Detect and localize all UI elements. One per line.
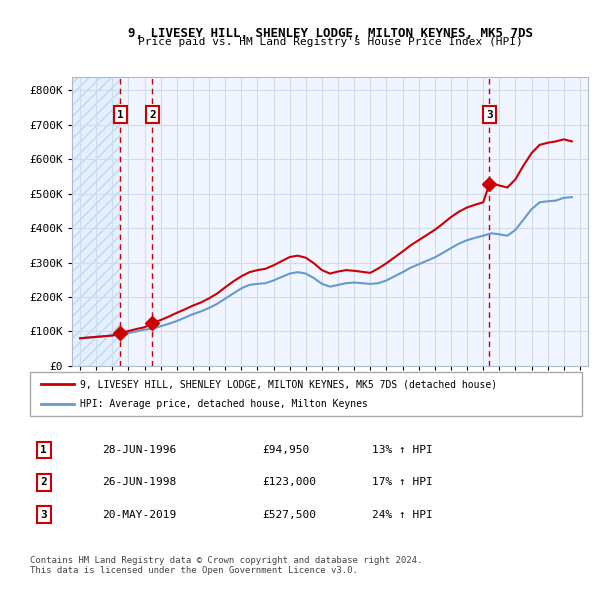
Text: HPI: Average price, detached house, Milton Keynes: HPI: Average price, detached house, Milt… bbox=[80, 399, 368, 408]
Text: 9, LIVESEY HILL, SHENLEY LODGE, MILTON KEYNES, MK5 7DS: 9, LIVESEY HILL, SHENLEY LODGE, MILTON K… bbox=[128, 27, 533, 40]
Text: £123,000: £123,000 bbox=[262, 477, 316, 487]
Text: £527,500: £527,500 bbox=[262, 510, 316, 520]
FancyBboxPatch shape bbox=[30, 372, 582, 416]
Text: £94,950: £94,950 bbox=[262, 445, 309, 455]
Text: 26-JUN-1998: 26-JUN-1998 bbox=[102, 477, 176, 487]
Text: 2: 2 bbox=[40, 477, 47, 487]
Text: 3: 3 bbox=[40, 510, 47, 520]
Text: 2: 2 bbox=[149, 110, 156, 120]
Text: 28-JUN-1996: 28-JUN-1996 bbox=[102, 445, 176, 455]
Text: 13% ↑ HPI: 13% ↑ HPI bbox=[372, 445, 433, 455]
Text: 9, LIVESEY HILL, SHENLEY LODGE, MILTON KEYNES, MK5 7DS (detached house): 9, LIVESEY HILL, SHENLEY LODGE, MILTON K… bbox=[80, 379, 497, 389]
Text: Contains HM Land Registry data © Crown copyright and database right 2024.
This d: Contains HM Land Registry data © Crown c… bbox=[30, 556, 422, 575]
Text: 20-MAY-2019: 20-MAY-2019 bbox=[102, 510, 176, 520]
Text: 1: 1 bbox=[117, 110, 124, 120]
Text: 3: 3 bbox=[486, 110, 493, 120]
Text: 24% ↑ HPI: 24% ↑ HPI bbox=[372, 510, 433, 520]
Text: 17% ↑ HPI: 17% ↑ HPI bbox=[372, 477, 433, 487]
Text: 1: 1 bbox=[40, 445, 47, 455]
Text: Price paid vs. HM Land Registry's House Price Index (HPI): Price paid vs. HM Land Registry's House … bbox=[137, 37, 523, 47]
